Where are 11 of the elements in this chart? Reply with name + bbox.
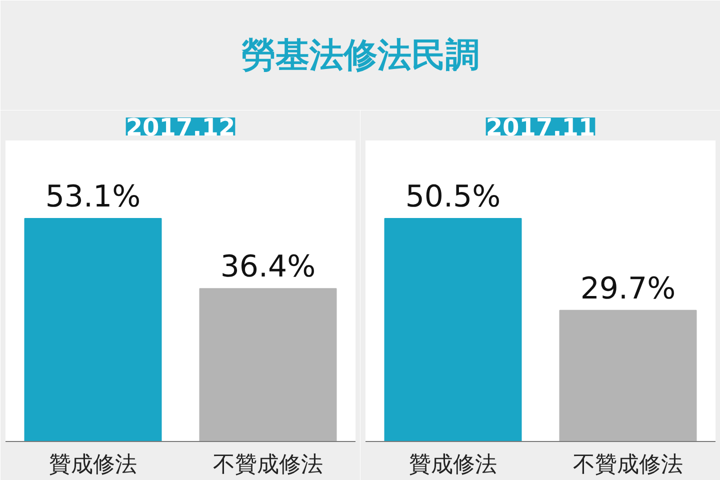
data-label: 36.4% xyxy=(220,250,316,285)
data-label: 53.1% xyxy=(45,180,141,215)
text: 勞基法修法民調 xyxy=(242,36,480,76)
x-tick-label: 不贊成修法 xyxy=(213,452,323,478)
x-tick-label: 贊成修法 xyxy=(409,452,497,478)
chart-title: 2017.12 xyxy=(126,114,236,142)
x-tick-label: 贊成修法 xyxy=(49,452,137,478)
data-label: 50.5% xyxy=(405,180,501,215)
data-label: 29.7% xyxy=(580,271,676,306)
x-tick-label: 不贊成修法 xyxy=(573,452,683,478)
chart-title: 2017.11 xyxy=(486,114,596,142)
